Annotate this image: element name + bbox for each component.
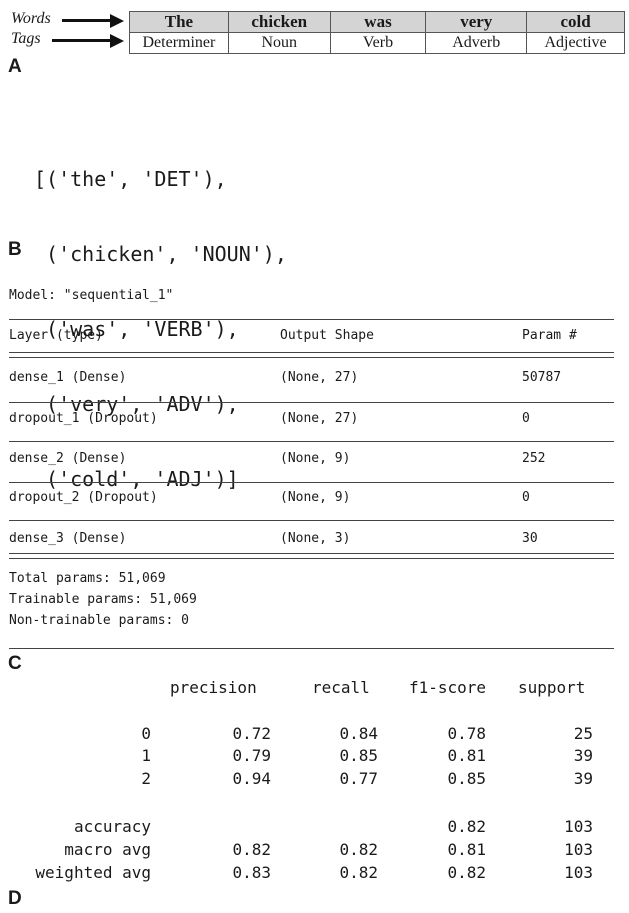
- f1-value: 0.82: [447, 817, 486, 836]
- f1-value: 0.81: [447, 746, 486, 765]
- summary-label: weighted avg: [35, 863, 151, 882]
- panel-letter-d: D: [8, 888, 22, 909]
- layer-name: dense_1 (Dense): [9, 370, 127, 385]
- recall-value: 0.82: [339, 863, 378, 882]
- tags-arrow-icon: [110, 34, 124, 48]
- word-tag-table: The chicken was very cold Determiner Nou…: [129, 11, 625, 54]
- code-line: ('cold', 'ADJ')]: [34, 467, 239, 491]
- col-header-layer: Layer (type): [9, 328, 103, 343]
- code-line: [('the', 'DET'),: [34, 167, 227, 191]
- word-cell: cold: [526, 11, 625, 33]
- f1-value: 0.78: [447, 724, 486, 743]
- layer-shape: (None, 9): [280, 451, 351, 466]
- code-line: ('chicken', 'NOUN'),: [34, 242, 287, 266]
- code-line: ('was', 'VERB'),: [34, 317, 239, 341]
- layer-name: dense_3 (Dense): [9, 531, 127, 546]
- layer-params: 0: [522, 490, 530, 505]
- support-value: 103: [564, 863, 593, 882]
- col-header-support: support: [518, 678, 586, 697]
- layer-shape: (None, 27): [280, 411, 359, 426]
- total-params: Total params: 51,069: [9, 571, 166, 586]
- tag-cell: Adjective: [526, 32, 625, 54]
- divider: [9, 441, 614, 442]
- pos-tag-code: [('the', 'DET'), ('chicken', 'NOUN'), ('…: [34, 117, 287, 542]
- word-cell: very: [425, 11, 528, 33]
- f1-value: 0.82: [447, 863, 486, 882]
- support-value: 103: [564, 840, 593, 859]
- words-label: Words: [11, 10, 51, 27]
- layer-shape: (None, 3): [280, 531, 351, 546]
- double-divider: [9, 352, 614, 358]
- recall-value: 0.82: [339, 840, 378, 859]
- class-label: 1: [141, 746, 151, 765]
- layer-params: 0: [522, 411, 530, 426]
- layer-shape: (None, 27): [280, 370, 359, 385]
- layer-name: dropout_1 (Dropout): [9, 411, 158, 426]
- panel-letter-a: A: [8, 56, 22, 77]
- precision-value: 0.72: [232, 724, 271, 743]
- trainable-params: Trainable params: 51,069: [9, 592, 197, 607]
- tag-cell: Noun: [227, 32, 331, 54]
- tags-label: Tags: [11, 30, 41, 47]
- tags-row: Determiner Noun Verb Adverb Adjective: [129, 32, 625, 54]
- layer-params: 50787: [522, 370, 562, 385]
- layer-params: 30: [522, 531, 538, 546]
- col-header-f1: f1-score: [409, 678, 487, 697]
- panel-letter-c: C: [8, 653, 22, 674]
- tag-cell: Determiner: [129, 32, 229, 54]
- tags-arrow-shaft: [52, 39, 112, 42]
- layer-params: 252: [522, 451, 546, 466]
- col-header-params: Param #: [522, 328, 577, 343]
- word-cell: The: [129, 11, 229, 33]
- divider: [9, 319, 614, 320]
- col-header-precision: precision: [170, 678, 257, 697]
- recall-value: 0.84: [339, 724, 378, 743]
- layer-shape: (None, 9): [280, 490, 351, 505]
- precision-value: 0.83: [232, 863, 271, 882]
- support-value: 103: [564, 817, 593, 836]
- non-trainable-params: Non-trainable params: 0: [9, 613, 190, 628]
- layer-name: dense_2 (Dense): [9, 451, 127, 466]
- divider: [9, 520, 614, 521]
- divider: [9, 482, 614, 483]
- col-header-recall: recall: [312, 678, 370, 697]
- code-line: ('very', 'ADV'),: [34, 392, 239, 416]
- f1-value: 0.81: [447, 840, 486, 859]
- precision-value: 0.82: [232, 840, 271, 859]
- support-value: 39: [573, 746, 593, 765]
- divider: [9, 402, 614, 403]
- recall-value: 0.85: [339, 746, 378, 765]
- word-cell: was: [329, 11, 427, 33]
- tag-cell: Verb: [329, 32, 427, 54]
- recall-value: 0.77: [339, 769, 378, 788]
- tag-cell: Adverb: [425, 32, 528, 54]
- divider: [9, 648, 614, 649]
- f1-value: 0.85: [447, 769, 486, 788]
- class-label: 0: [141, 724, 151, 743]
- class-label: 2: [141, 769, 151, 788]
- summary-label: accuracy: [73, 817, 151, 836]
- summary-label: macro avg: [64, 840, 151, 859]
- col-header-shape: Output Shape: [280, 328, 374, 343]
- word-cell: chicken: [227, 11, 331, 33]
- words-arrow-icon: [110, 14, 124, 28]
- layer-name: dropout_2 (Dropout): [9, 490, 158, 505]
- precision-value: 0.79: [232, 746, 271, 765]
- support-value: 39: [573, 769, 593, 788]
- model-name: Model: "sequential_1": [9, 288, 174, 303]
- precision-value: 0.94: [232, 769, 271, 788]
- support-value: 25: [573, 724, 593, 743]
- words-arrow-shaft: [62, 19, 112, 22]
- panel-letter-b: B: [8, 239, 22, 260]
- double-divider: [9, 553, 614, 559]
- words-row: The chicken was very cold: [129, 11, 625, 33]
